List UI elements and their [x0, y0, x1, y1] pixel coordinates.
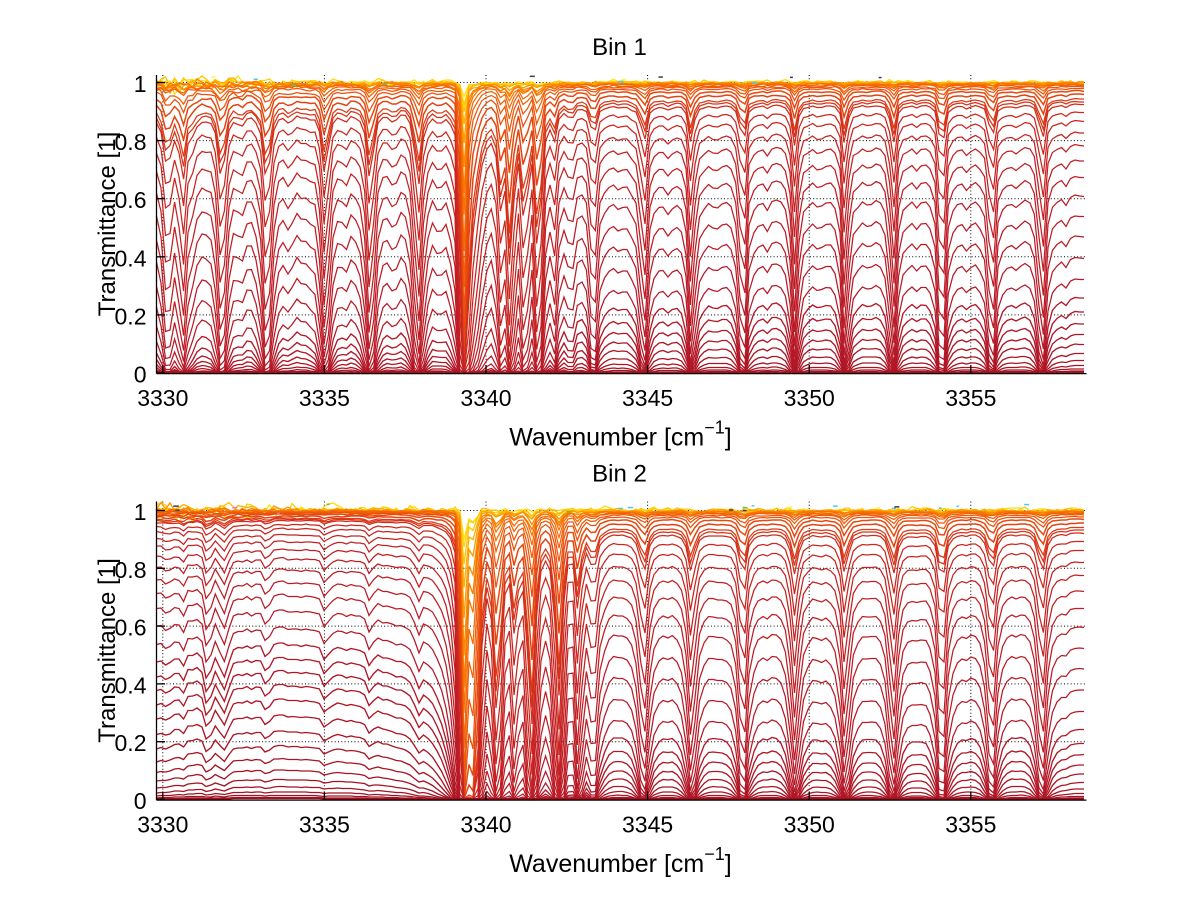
svg-text:0.2: 0.2 — [115, 303, 147, 329]
svg-text:1: 1 — [134, 499, 147, 525]
svg-text:0.8: 0.8 — [115, 129, 147, 155]
svg-text:Wavenumber [cm−1]: Wavenumber [cm−1] — [509, 844, 731, 878]
svg-text:0: 0 — [134, 788, 147, 814]
svg-text:3345: 3345 — [622, 385, 673, 411]
svg-text:3350: 3350 — [784, 812, 835, 838]
svg-text:0.4: 0.4 — [115, 672, 147, 698]
svg-text:Bin 1: Bin 1 — [592, 34, 647, 61]
svg-text:Transmittance [1]: Transmittance [1] — [94, 558, 121, 743]
svg-text:3330: 3330 — [137, 812, 188, 838]
svg-text:3335: 3335 — [299, 812, 350, 838]
svg-text:3355: 3355 — [945, 812, 996, 838]
svg-text:0: 0 — [134, 362, 147, 388]
svg-text:3330: 3330 — [137, 385, 188, 411]
svg-text:1: 1 — [134, 71, 147, 97]
svg-text:0.8: 0.8 — [115, 557, 147, 583]
svg-text:0.6: 0.6 — [115, 615, 147, 641]
svg-text:3340: 3340 — [460, 812, 511, 838]
svg-text:0.6: 0.6 — [115, 187, 147, 213]
svg-text:Transmittance [1]: Transmittance [1] — [94, 132, 121, 317]
svg-text:Wavenumber [cm−1]: Wavenumber [cm−1] — [509, 418, 731, 452]
svg-text:3355: 3355 — [945, 385, 996, 411]
svg-text:3340: 3340 — [460, 385, 511, 411]
svg-text:3335: 3335 — [299, 385, 350, 411]
svg-text:3345: 3345 — [622, 812, 673, 838]
svg-text:Bin 2: Bin 2 — [592, 461, 647, 488]
svg-text:3350: 3350 — [784, 385, 835, 411]
svg-text:0.2: 0.2 — [115, 730, 147, 756]
svg-text:0.4: 0.4 — [115, 245, 147, 271]
